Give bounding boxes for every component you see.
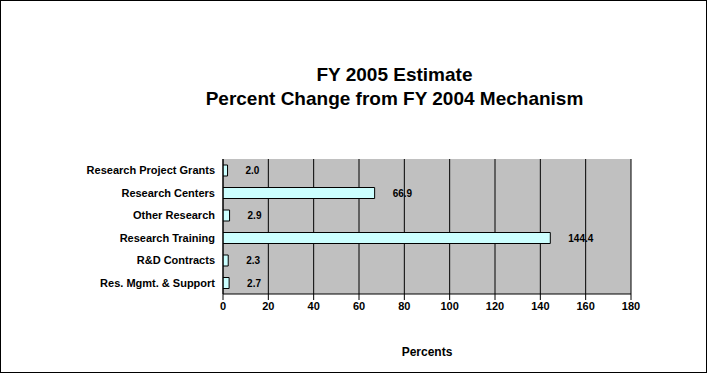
svg-text:Res. Mgmt. & Support: Res. Mgmt. & Support	[100, 277, 215, 289]
svg-text:180: 180	[622, 300, 640, 312]
svg-text:80: 80	[398, 300, 410, 312]
svg-text:Research Centers: Research Centers	[121, 187, 215, 199]
svg-text:120: 120	[486, 300, 504, 312]
svg-text:2.7: 2.7	[247, 278, 261, 289]
svg-text:Research Project Grants: Research Project Grants	[87, 164, 215, 176]
html-text:Percent Change from FY 2004 Me: Percent Change from FY 2004 Mechanism	[205, 88, 584, 109]
svg-text:20: 20	[262, 300, 274, 312]
svg-text:Other Research: Other Research	[133, 209, 215, 221]
svg-text:60: 60	[353, 300, 365, 312]
svg-text:Research Training: Research Training	[120, 232, 215, 244]
svg-text:40: 40	[308, 300, 320, 312]
svg-text:2.3: 2.3	[246, 255, 260, 266]
svg-text:0: 0	[220, 300, 226, 312]
svg-text:160: 160	[576, 300, 594, 312]
svg-text:66.9: 66.9	[393, 188, 413, 199]
svg-text:Percents: Percents	[402, 345, 453, 359]
svg-text:2.0: 2.0	[246, 165, 260, 176]
svg-text:R&D Contracts: R&D Contracts	[137, 254, 215, 266]
svg-text:140: 140	[531, 300, 549, 312]
html-text:FY 2005 Estimate: FY 2005 Estimate	[316, 64, 473, 85]
svg-text:2.9: 2.9	[248, 210, 262, 221]
svg-text:100: 100	[440, 300, 458, 312]
svg-text:144.4: 144.4	[568, 233, 593, 244]
